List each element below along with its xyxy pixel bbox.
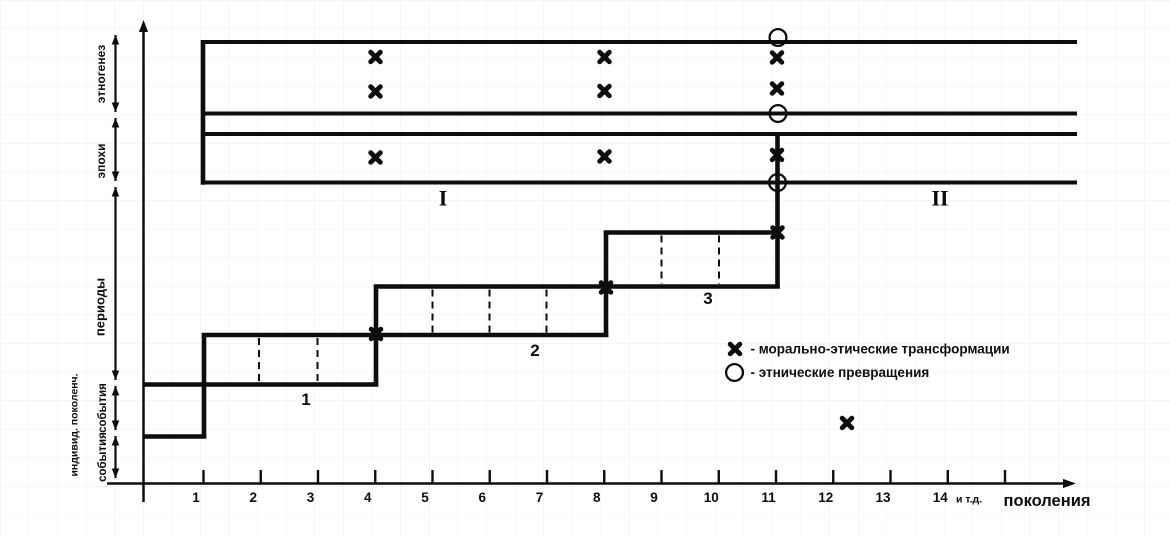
tick-label: 6 (478, 490, 486, 505)
segment-arrow-icon (111, 118, 120, 128)
legend-item-label: - морально-этические трансформации (751, 342, 1010, 357)
transformation-cross-marker (597, 49, 612, 65)
y-axis-arrow-icon (138, 20, 149, 32)
tick-label: 3 (307, 490, 315, 505)
segment-arrow-icon (111, 436, 120, 446)
cross-stroke (769, 81, 785, 96)
cross-stroke (368, 326, 384, 342)
conversion-circle-marker (768, 103, 788, 124)
cross-stroke (727, 341, 743, 357)
step-label: 1 (301, 390, 310, 409)
transformation-cross-marker (769, 81, 785, 96)
group-label: индивид. поколенч. (69, 373, 81, 476)
tick-label: 9 (650, 490, 658, 505)
step-label: 3 (703, 289, 712, 308)
y-segment-label: события (97, 432, 109, 482)
cross-stroke (769, 147, 785, 163)
tick-label: 12 (818, 490, 833, 505)
cross-stroke (598, 280, 614, 295)
cross-stroke (770, 225, 785, 240)
cross-stroke (597, 149, 612, 164)
transformation-cross-marker (368, 150, 383, 165)
legend-circle-icon (724, 362, 745, 383)
axes-group: 1 2 3 4 5 6 7 8 9 10 11 12 13 14 и т.д. поколения (107, 20, 1090, 510)
segment-arrow-icon (111, 187, 120, 197)
tick-label: 8 (593, 490, 601, 505)
legend: - морально-этические трансформации - этни… (724, 341, 1010, 383)
legend-item-label: - этнические превращения (751, 365, 930, 380)
segment-arrow-icon (111, 386, 120, 396)
y-segment-label: события (97, 383, 109, 433)
segment-arrow-icon (111, 102, 120, 112)
etc-label: и т.д. (956, 494, 982, 506)
conversion-circle-marker (768, 27, 788, 48)
transformation-cross-marker (368, 49, 383, 65)
tick-label: 11 (761, 490, 776, 505)
tick-label: 5 (421, 490, 429, 505)
tick-label: 4 (364, 490, 372, 505)
step-label: 2 (530, 341, 539, 360)
cross-stroke (597, 49, 612, 65)
cross-stroke (839, 415, 855, 431)
markers-group (368, 27, 855, 431)
transformation-cross-marker (368, 326, 384, 342)
segment-arrow-icon (111, 171, 120, 181)
staircase-group (143, 136, 780, 439)
tick-label: 10 (704, 490, 719, 505)
cross-stroke (769, 50, 785, 65)
transformation-cross-marker (770, 225, 785, 240)
transformation-cross-marker (368, 84, 383, 99)
tick-label: 1 (192, 490, 200, 505)
segment-arrow-icon (111, 370, 120, 380)
x-axis-arrow-icon (1063, 478, 1076, 489)
segment-arrow-icon (111, 468, 120, 478)
segment-arrow-icon (111, 35, 120, 45)
transformation-cross-marker (597, 83, 612, 99)
y-segment-label: периоды (93, 278, 108, 336)
legend-cross-icon (727, 341, 743, 357)
cross-stroke (368, 84, 383, 99)
conversion-circle-marker (767, 172, 788, 193)
y-segment-label: этногенез (94, 45, 108, 104)
cross-stroke (368, 150, 383, 165)
segment-arrow-icon (111, 420, 120, 430)
transformation-cross-marker (769, 147, 785, 163)
cross-stroke (368, 49, 383, 65)
zone-label: II (931, 186, 948, 211)
transformation-cross-marker (598, 280, 614, 295)
tick-label: 13 (875, 490, 891, 505)
generations-axis-label: поколения (1004, 492, 1091, 510)
tick-label: 2 (249, 490, 257, 505)
cross-stroke (597, 83, 612, 99)
zone-label: I (439, 186, 448, 211)
tick-label: 14 (933, 490, 949, 505)
transformation-cross-marker (597, 149, 612, 164)
y-segment-label: эпохи (94, 144, 108, 179)
tick-label: 7 (536, 490, 544, 505)
bands-group (200, 40, 1077, 185)
transformation-cross-marker (839, 415, 855, 431)
transformation-cross-marker (769, 50, 785, 65)
